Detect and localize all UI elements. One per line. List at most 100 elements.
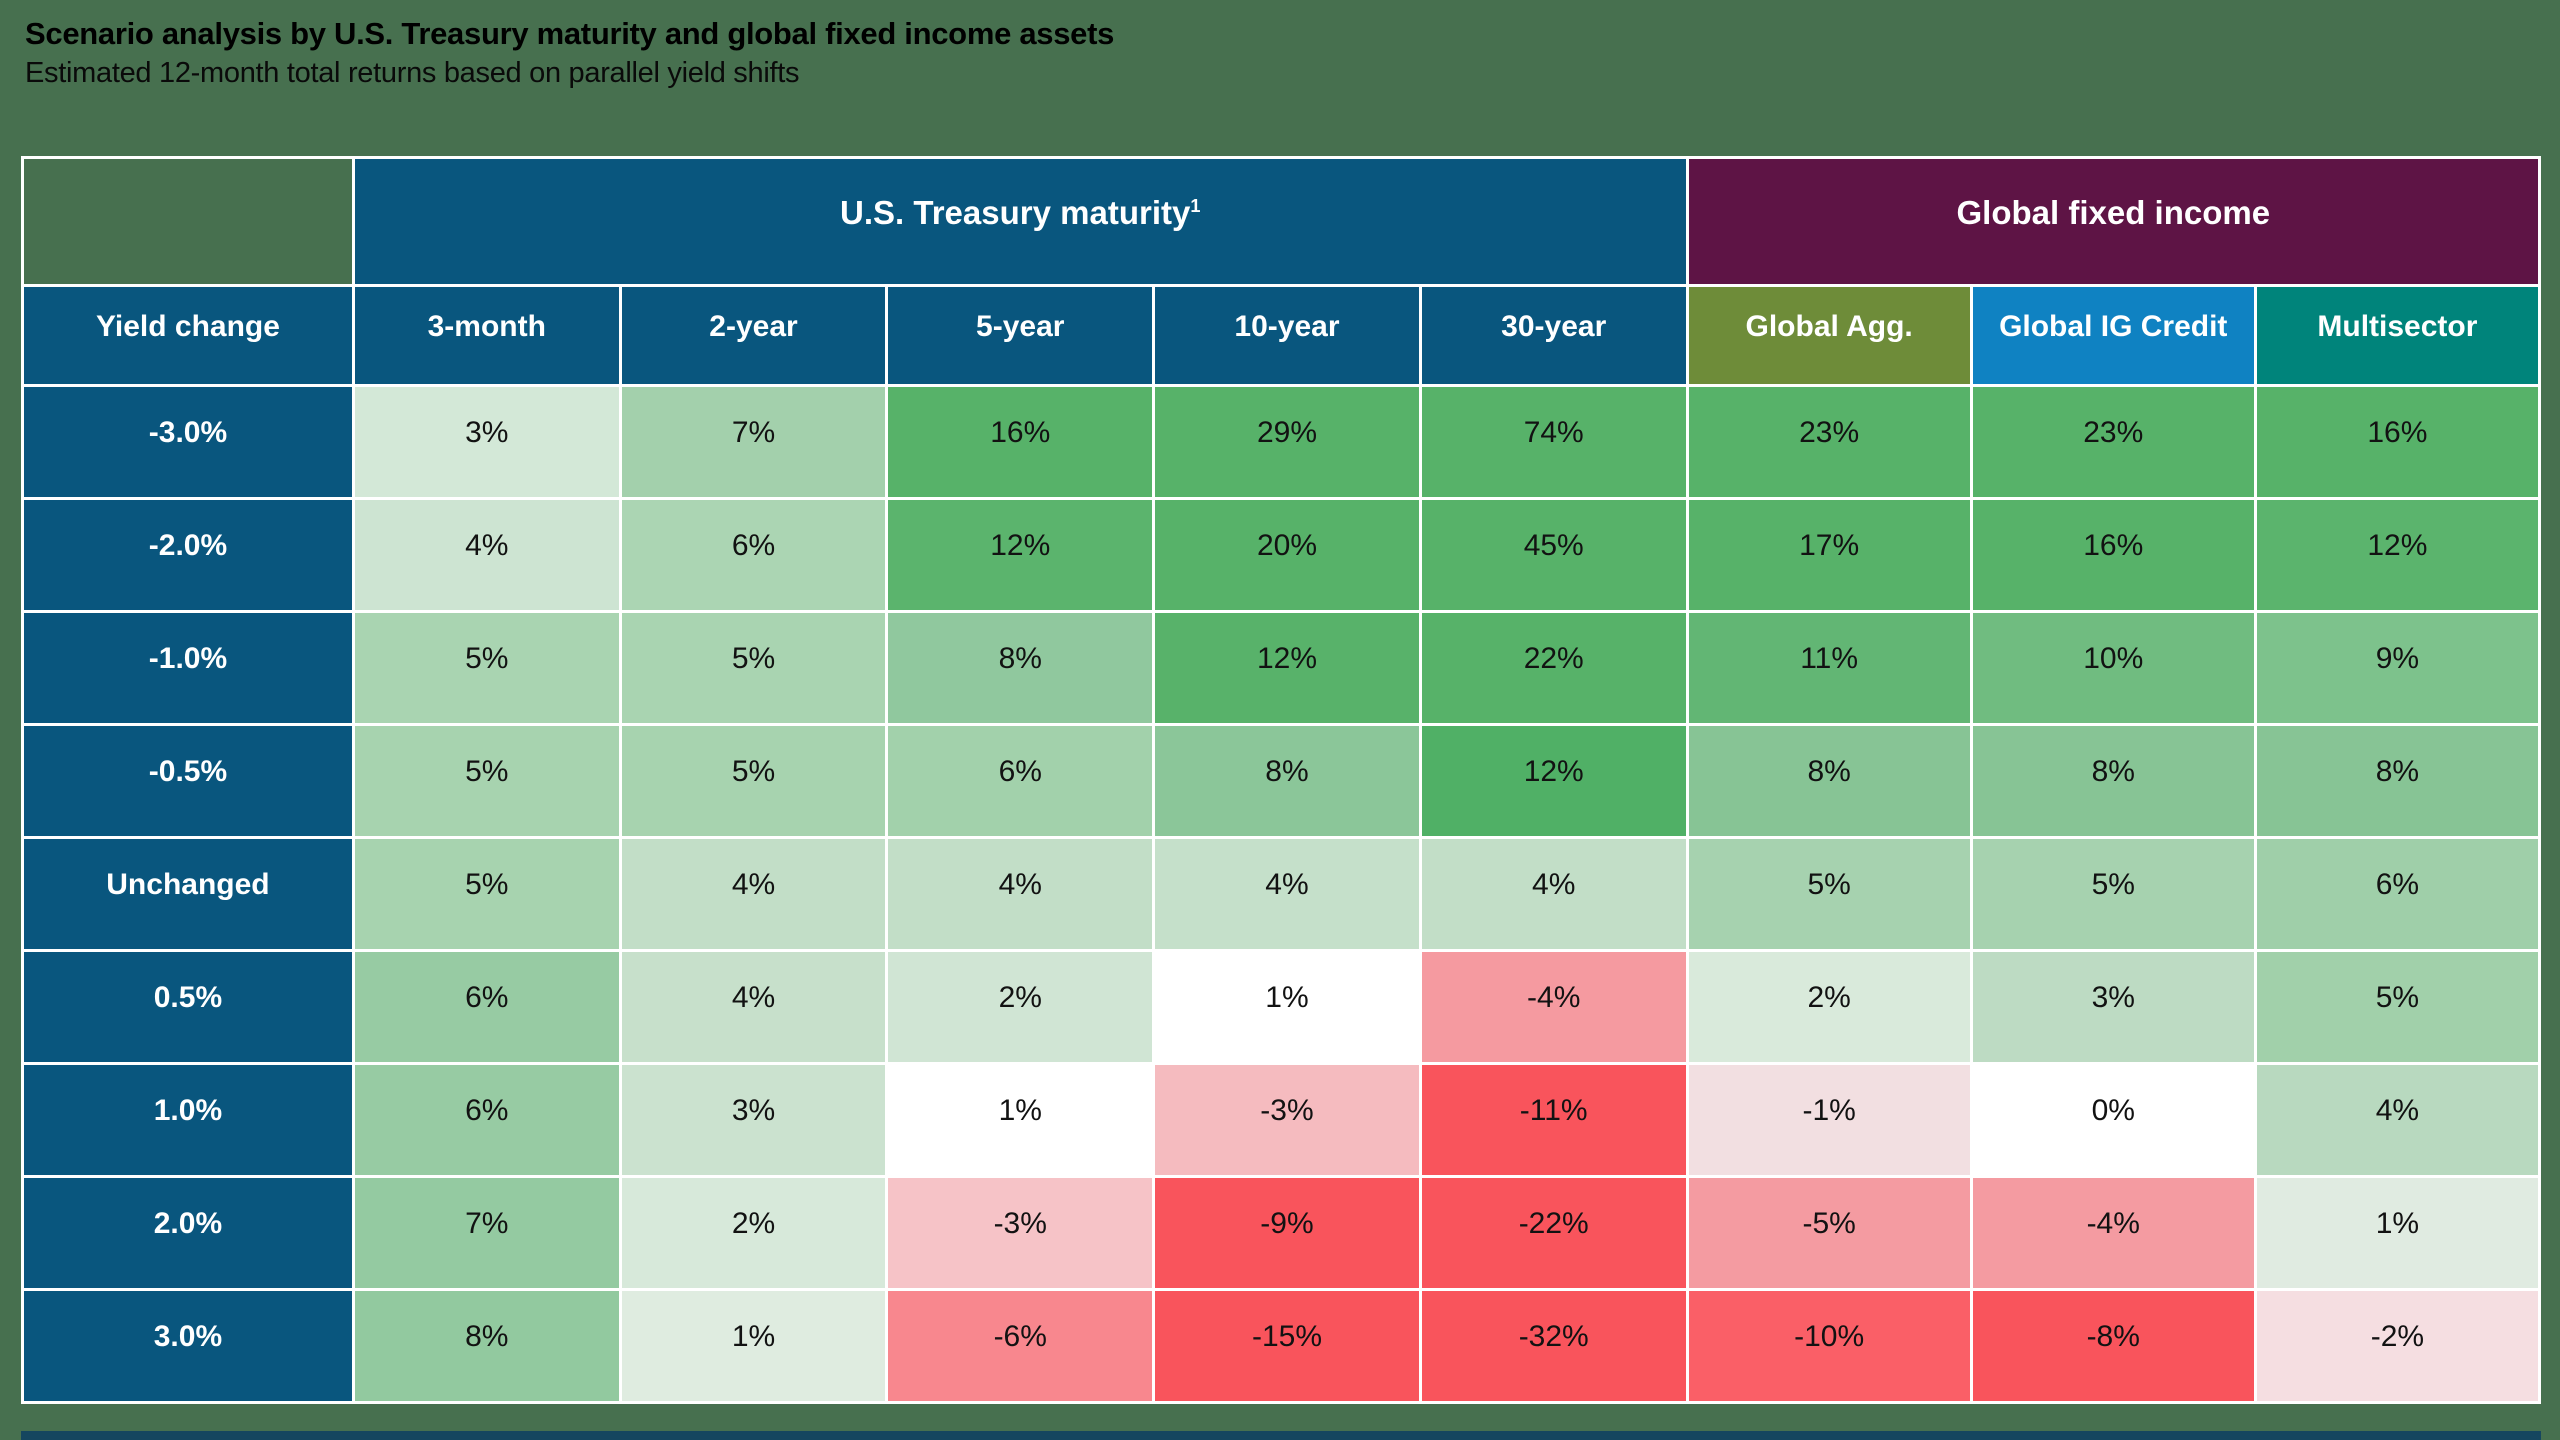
table-row: -3.0% 3% 7% 16% 29% 74% 23% 23% 16%	[21, 384, 2542, 500]
group-header-corner	[21, 156, 355, 287]
heatmap-cell: 2%	[1685, 949, 1973, 1065]
table-row: 2.0% 7% 2% -3% -9% -22% -5% -4% 1%	[21, 1175, 2542, 1291]
row-label--1-0-: -1.0%	[21, 610, 355, 726]
heatmap-cell: -3%	[1152, 1062, 1422, 1178]
heatmap-cell: 3%	[618, 1062, 889, 1178]
column-header-global-agg-: Global Agg.	[1685, 284, 1973, 387]
row-label--0-5-: -0.5%	[21, 723, 355, 839]
heatmap-cell: 9%	[2253, 610, 2542, 726]
heatmap-cell: 8%	[2253, 723, 2542, 839]
row-label-unchanged: Unchanged	[21, 836, 355, 952]
heatmap-cell: 8%	[1969, 723, 2257, 839]
heatmap-cell: 10%	[1969, 610, 2257, 726]
heatmap-cell: 4%	[351, 497, 622, 613]
heatmap-cell: 12%	[1152, 610, 1422, 726]
heatmap-cell: 0%	[1969, 1062, 2257, 1178]
column-header-30-year: 30-year	[1418, 284, 1689, 387]
heatmap-cell: 7%	[351, 1175, 622, 1291]
heatmap-cell: 12%	[885, 497, 1156, 613]
group-header-global-fixed-income: Global fixed income	[1685, 156, 2542, 287]
heatmap-cell: 3%	[351, 384, 622, 500]
heatmap-cell: 20%	[1152, 497, 1422, 613]
heatmap-cell: 5%	[351, 610, 622, 726]
row-label-3-0-: 3.0%	[21, 1288, 355, 1404]
column-header-multisector: Multisector	[2253, 284, 2542, 387]
heatmap-cell: 23%	[1685, 384, 1973, 500]
heatmap-cell: 1%	[885, 1062, 1156, 1178]
title-block: Scenario analysis by U.S. Treasury matur…	[0, 0, 2560, 93]
heatmap-cell: 6%	[2253, 836, 2542, 952]
heatmap-cell: 5%	[618, 723, 889, 839]
column-header-10-year: 10-year	[1152, 284, 1422, 387]
heatmap-cell: 7%	[618, 384, 889, 500]
table-row: Unchanged 5% 4% 4% 4% 4% 5% 5% 6%	[21, 836, 2542, 952]
heatmap-cell: 12%	[2253, 497, 2542, 613]
heatmap-cell: 45%	[1418, 497, 1689, 613]
heatmap-cell: -8%	[1969, 1288, 2257, 1404]
heatmap-cell: 4%	[618, 836, 889, 952]
column-header-global-ig-credit: Global IG Credit	[1969, 284, 2257, 387]
heatmap-cell: 5%	[351, 836, 622, 952]
heatmap-cell: -6%	[885, 1288, 1156, 1404]
heatmap-cell: -10%	[1685, 1288, 1973, 1404]
heatmap-cell: 1%	[2253, 1175, 2542, 1291]
table-row: -0.5% 5% 5% 6% 8% 12% 8% 8% 8%	[21, 723, 2542, 839]
heatmap-cell: 1%	[1152, 949, 1422, 1065]
row-label--3-0-: -3.0%	[21, 384, 355, 500]
heatmap-cell: 2%	[885, 949, 1156, 1065]
bottom-strip	[21, 1431, 2541, 1440]
row-label--2-0-: -2.0%	[21, 497, 355, 613]
scenario-heatmap-table: U.S. Treasury maturity1 Global fixed inco…	[21, 156, 2542, 1404]
heatmap-cell: 17%	[1685, 497, 1973, 613]
heatmap-cell: 1%	[618, 1288, 889, 1404]
heatmap-cell: -1%	[1685, 1062, 1973, 1178]
table-row: 0.5% 6% 4% 2% 1% -4% 2% 3% 5%	[21, 949, 2542, 1065]
heatmap-cell: 4%	[885, 836, 1156, 952]
heatmap-cell: -5%	[1685, 1175, 1973, 1291]
heatmap-cell: -22%	[1418, 1175, 1689, 1291]
row-label-1-0-: 1.0%	[21, 1062, 355, 1178]
heatmap-cell: 2%	[618, 1175, 889, 1291]
heatmap-cell: 4%	[618, 949, 889, 1065]
heatmap-cell: 5%	[351, 723, 622, 839]
heatmap-cell: 22%	[1418, 610, 1689, 726]
heatmap-cell: 5%	[2253, 949, 2542, 1065]
heatmap-cell: 23%	[1969, 384, 2257, 500]
heatmap-cell: 5%	[618, 610, 889, 726]
heatmap-cell: -9%	[1152, 1175, 1422, 1291]
heatmap-cell: 6%	[885, 723, 1156, 839]
row-label-2-0-: 2.0%	[21, 1175, 355, 1291]
table-row: 1.0% 6% 3% 1% -3% -11% -1% 0% 4%	[21, 1062, 2542, 1178]
page-title: Scenario analysis by U.S. Treasury matur…	[25, 16, 1115, 51]
heatmap-cell: 16%	[1969, 497, 2257, 613]
heatmap-cell: 12%	[1418, 723, 1689, 839]
heatmap-cell: 11%	[1685, 610, 1973, 726]
group-header-u-s-treasury-maturity: U.S. Treasury maturity1	[351, 156, 1689, 287]
heatmap-cell: 6%	[351, 949, 622, 1065]
heatmap-cell: -2%	[2253, 1288, 2542, 1404]
column-header-3-month: 3-month	[351, 284, 622, 387]
heatmap-cell: -4%	[1418, 949, 1689, 1065]
heatmap-cell: 8%	[885, 610, 1156, 726]
column-header-yield-change: Yield change	[21, 284, 355, 387]
heatmap-cell: 29%	[1152, 384, 1422, 500]
heatmap-cell: -3%	[885, 1175, 1156, 1291]
column-header-2-year: 2-year	[618, 284, 889, 387]
heatmap-cell: 74%	[1418, 384, 1689, 500]
heatmap-cell: -32%	[1418, 1288, 1689, 1404]
table-row: -2.0% 4% 6% 12% 20% 45% 17% 16% 12%	[21, 497, 2542, 613]
heatmap-cell: 6%	[618, 497, 889, 613]
table-row: -1.0% 5% 5% 8% 12% 22% 11% 10% 9%	[21, 610, 2542, 726]
row-label-0-5-: 0.5%	[21, 949, 355, 1065]
heatmap-cell: 8%	[351, 1288, 622, 1404]
heatmap-cell: 16%	[2253, 384, 2542, 500]
heatmap-cell: 6%	[351, 1062, 622, 1178]
page-subtitle: Estimated 12-month total returns based o…	[25, 57, 800, 90]
heatmap-cell: 4%	[1152, 836, 1422, 952]
heatmap-cell: 5%	[1969, 836, 2257, 952]
heatmap-cell: 5%	[1685, 836, 1973, 952]
heatmap-cell: -4%	[1969, 1175, 2257, 1291]
heatmap-cell: -11%	[1418, 1062, 1689, 1178]
column-header-5-year: 5-year	[885, 284, 1156, 387]
heatmap-cell: 4%	[2253, 1062, 2542, 1178]
